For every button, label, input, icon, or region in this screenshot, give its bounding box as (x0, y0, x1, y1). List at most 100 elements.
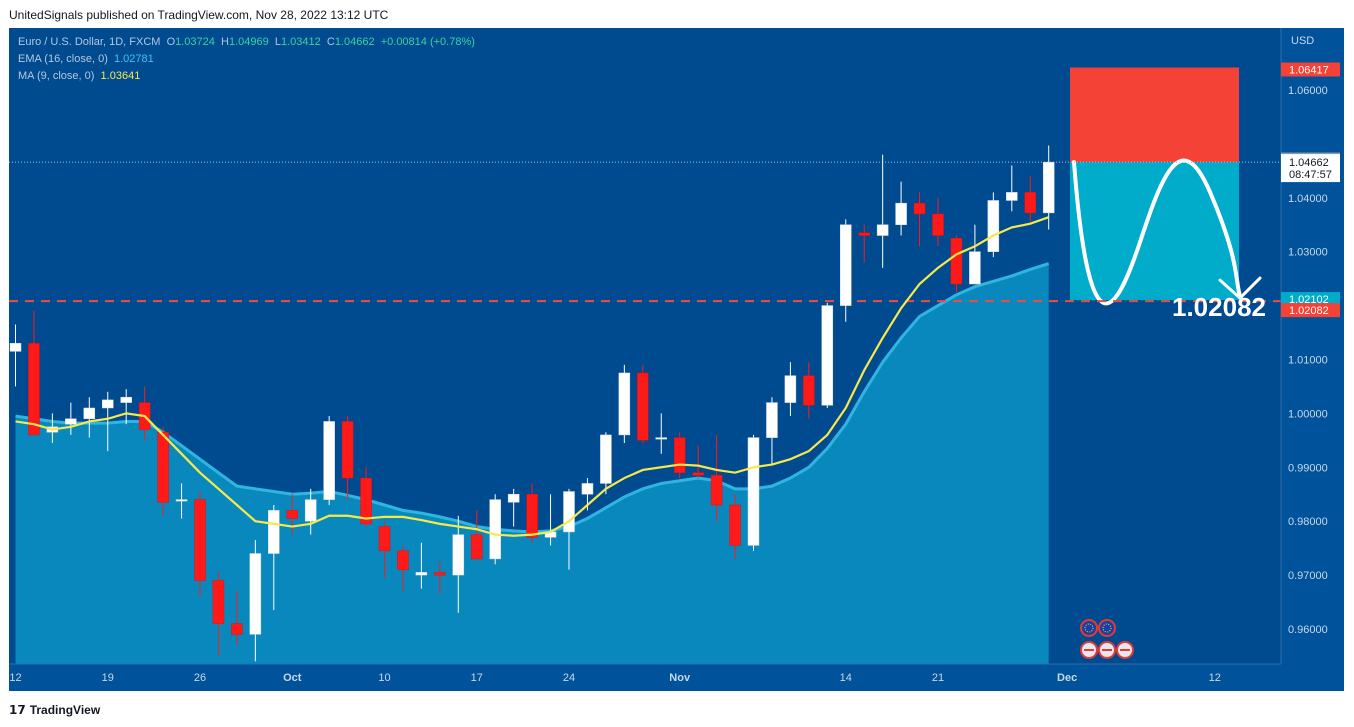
candle-body (212, 580, 225, 624)
time-tick-label: 12 (1209, 672, 1221, 684)
candle-body (747, 437, 760, 546)
candle-body (83, 407, 96, 420)
candle-body (950, 237, 963, 285)
candle-body (194, 499, 206, 581)
candle-body (120, 396, 132, 403)
candle-body (471, 534, 483, 560)
candle-body (600, 434, 612, 484)
current-price-label: 1.04662 (1289, 157, 1329, 169)
price-tick-label: 1.00000 (1288, 408, 1328, 420)
candle-body (526, 493, 538, 538)
price-badge-label-stop: 1.06417 (1289, 65, 1329, 77)
take-profit-zone[interactable] (1070, 162, 1239, 301)
price-axis[interactable]: 0.96000 0.97000 0.98000 0.99000 1.00000 1.010… (1280, 28, 1344, 691)
legend-row-symbol: Euro / U.S. Dollar, 1D, FXCM O1.03724 H1… (18, 34, 475, 51)
candle-body (1006, 192, 1018, 201)
chart-legend: Euro / U.S. Dollar, 1D, FXCM O1.03724 H1… (18, 34, 475, 85)
time-axis[interactable]: 12 19 26 Oct 10 17 24 Nov 14 21 Dec 12 (9, 663, 1344, 691)
current-price-badge (1281, 154, 1340, 183)
candle-body (987, 200, 1000, 252)
price-annotation: 1.02082 (1172, 292, 1266, 322)
ma-value: 1.03641 (100, 70, 141, 82)
bar-countdown-label: 08:47:57 (1289, 169, 1332, 181)
candle-body (268, 510, 280, 554)
candle-body (821, 305, 834, 406)
projection-path (1072, 158, 1242, 306)
candle-body (766, 402, 778, 438)
us-flag-stripe (1084, 649, 1094, 651)
close-label: C (326, 36, 335, 48)
candle-body (876, 224, 889, 236)
legend-row-ema: EMA (16, close, 0) 1.02781 (18, 51, 475, 68)
price-tick-label: 1.06000 (1288, 85, 1328, 97)
candle-body (895, 202, 907, 225)
candle-body (913, 202, 926, 215)
time-tick-label: Oct (283, 672, 302, 684)
price-tick-label: 0.96000 (1288, 624, 1328, 636)
candle-body (452, 534, 465, 576)
candle-body (932, 213, 944, 236)
candle-body (692, 472, 704, 476)
candle-body (341, 421, 354, 479)
high-label: H (221, 36, 229, 48)
candle-body (489, 499, 501, 560)
symbol-title: Euro / U.S. Dollar, 1D, FXCM (18, 36, 161, 48)
open-label: O (166, 36, 176, 48)
price-badge-label-target: 1.02102 (1289, 294, 1329, 306)
chart-frame[interactable]: 0.96000 0.97000 0.98000 0.99000 1.00000 1.010… (9, 28, 1344, 691)
candle-body (673, 437, 686, 473)
candle-body (102, 399, 114, 409)
currency-label: USD (1291, 35, 1314, 47)
candle-body (618, 372, 631, 436)
time-tick-label: 21 (932, 672, 944, 684)
price-axis-background (1281, 28, 1344, 691)
change-value: +0.00814 (+0.78%) (380, 36, 475, 48)
candle-body (655, 437, 667, 440)
price-tick-label: 0.97000 (1288, 570, 1328, 582)
ma-line (15, 216, 1050, 537)
time-tick-label: 19 (102, 672, 114, 684)
time-tick-label: 24 (563, 672, 575, 684)
candle-body (286, 510, 298, 519)
time-tick-label: 17 (471, 672, 483, 684)
top-bar: UnitedSignals published on TradingView.c… (0, 0, 1354, 28)
price-badge-target (1281, 292, 1340, 307)
price-badge-level (1281, 303, 1340, 318)
eu-flag-icon[interactable] (1080, 619, 1098, 637)
low-label: L (274, 36, 281, 48)
candle-body (858, 232, 870, 236)
tradingview-logo-icon: 𝟭𝟳 (9, 703, 26, 717)
candle-body (803, 375, 815, 406)
price-badge-stop (1281, 62, 1340, 77)
candle-body (434, 572, 446, 576)
eu-flag-icon[interactable] (1098, 619, 1116, 637)
candle-body (378, 526, 391, 552)
candle-body (729, 504, 741, 546)
ema-value: 1.02781 (114, 53, 154, 65)
legend-row-ma: MA (9, close, 0) 1.03641 (18, 68, 475, 85)
candle-body (563, 491, 575, 533)
candle-body (323, 421, 335, 500)
high-value: 1.04969 (228, 36, 269, 48)
us-flag-stripe (1120, 649, 1130, 651)
candle-body (1042, 161, 1055, 214)
candle-body (397, 550, 409, 570)
candle-body (304, 499, 317, 522)
price-tick-label: 0.99000 (1288, 462, 1328, 474)
position-tool-layer[interactable] (1070, 67, 1262, 306)
projection-arrowhead (1218, 276, 1262, 301)
candle-body (231, 623, 243, 635)
time-tick-label: 10 (378, 672, 390, 684)
candle-body (415, 572, 428, 576)
candle-body (840, 224, 852, 306)
candle-body (637, 372, 649, 441)
price-chart[interactable]: 0.96000 0.97000 0.98000 0.99000 1.00000 1.010… (9, 28, 1344, 691)
time-tick-label: 26 (194, 672, 206, 684)
candle-body (581, 483, 594, 495)
time-tick-label: 14 (840, 672, 852, 684)
event-flags[interactable] (1080, 619, 1134, 659)
stop-loss-zone[interactable] (1070, 67, 1239, 163)
price-tick-label: 1.03000 (1288, 247, 1328, 259)
candle-body (175, 499, 188, 502)
eu-flag-stars (1102, 623, 1112, 633)
